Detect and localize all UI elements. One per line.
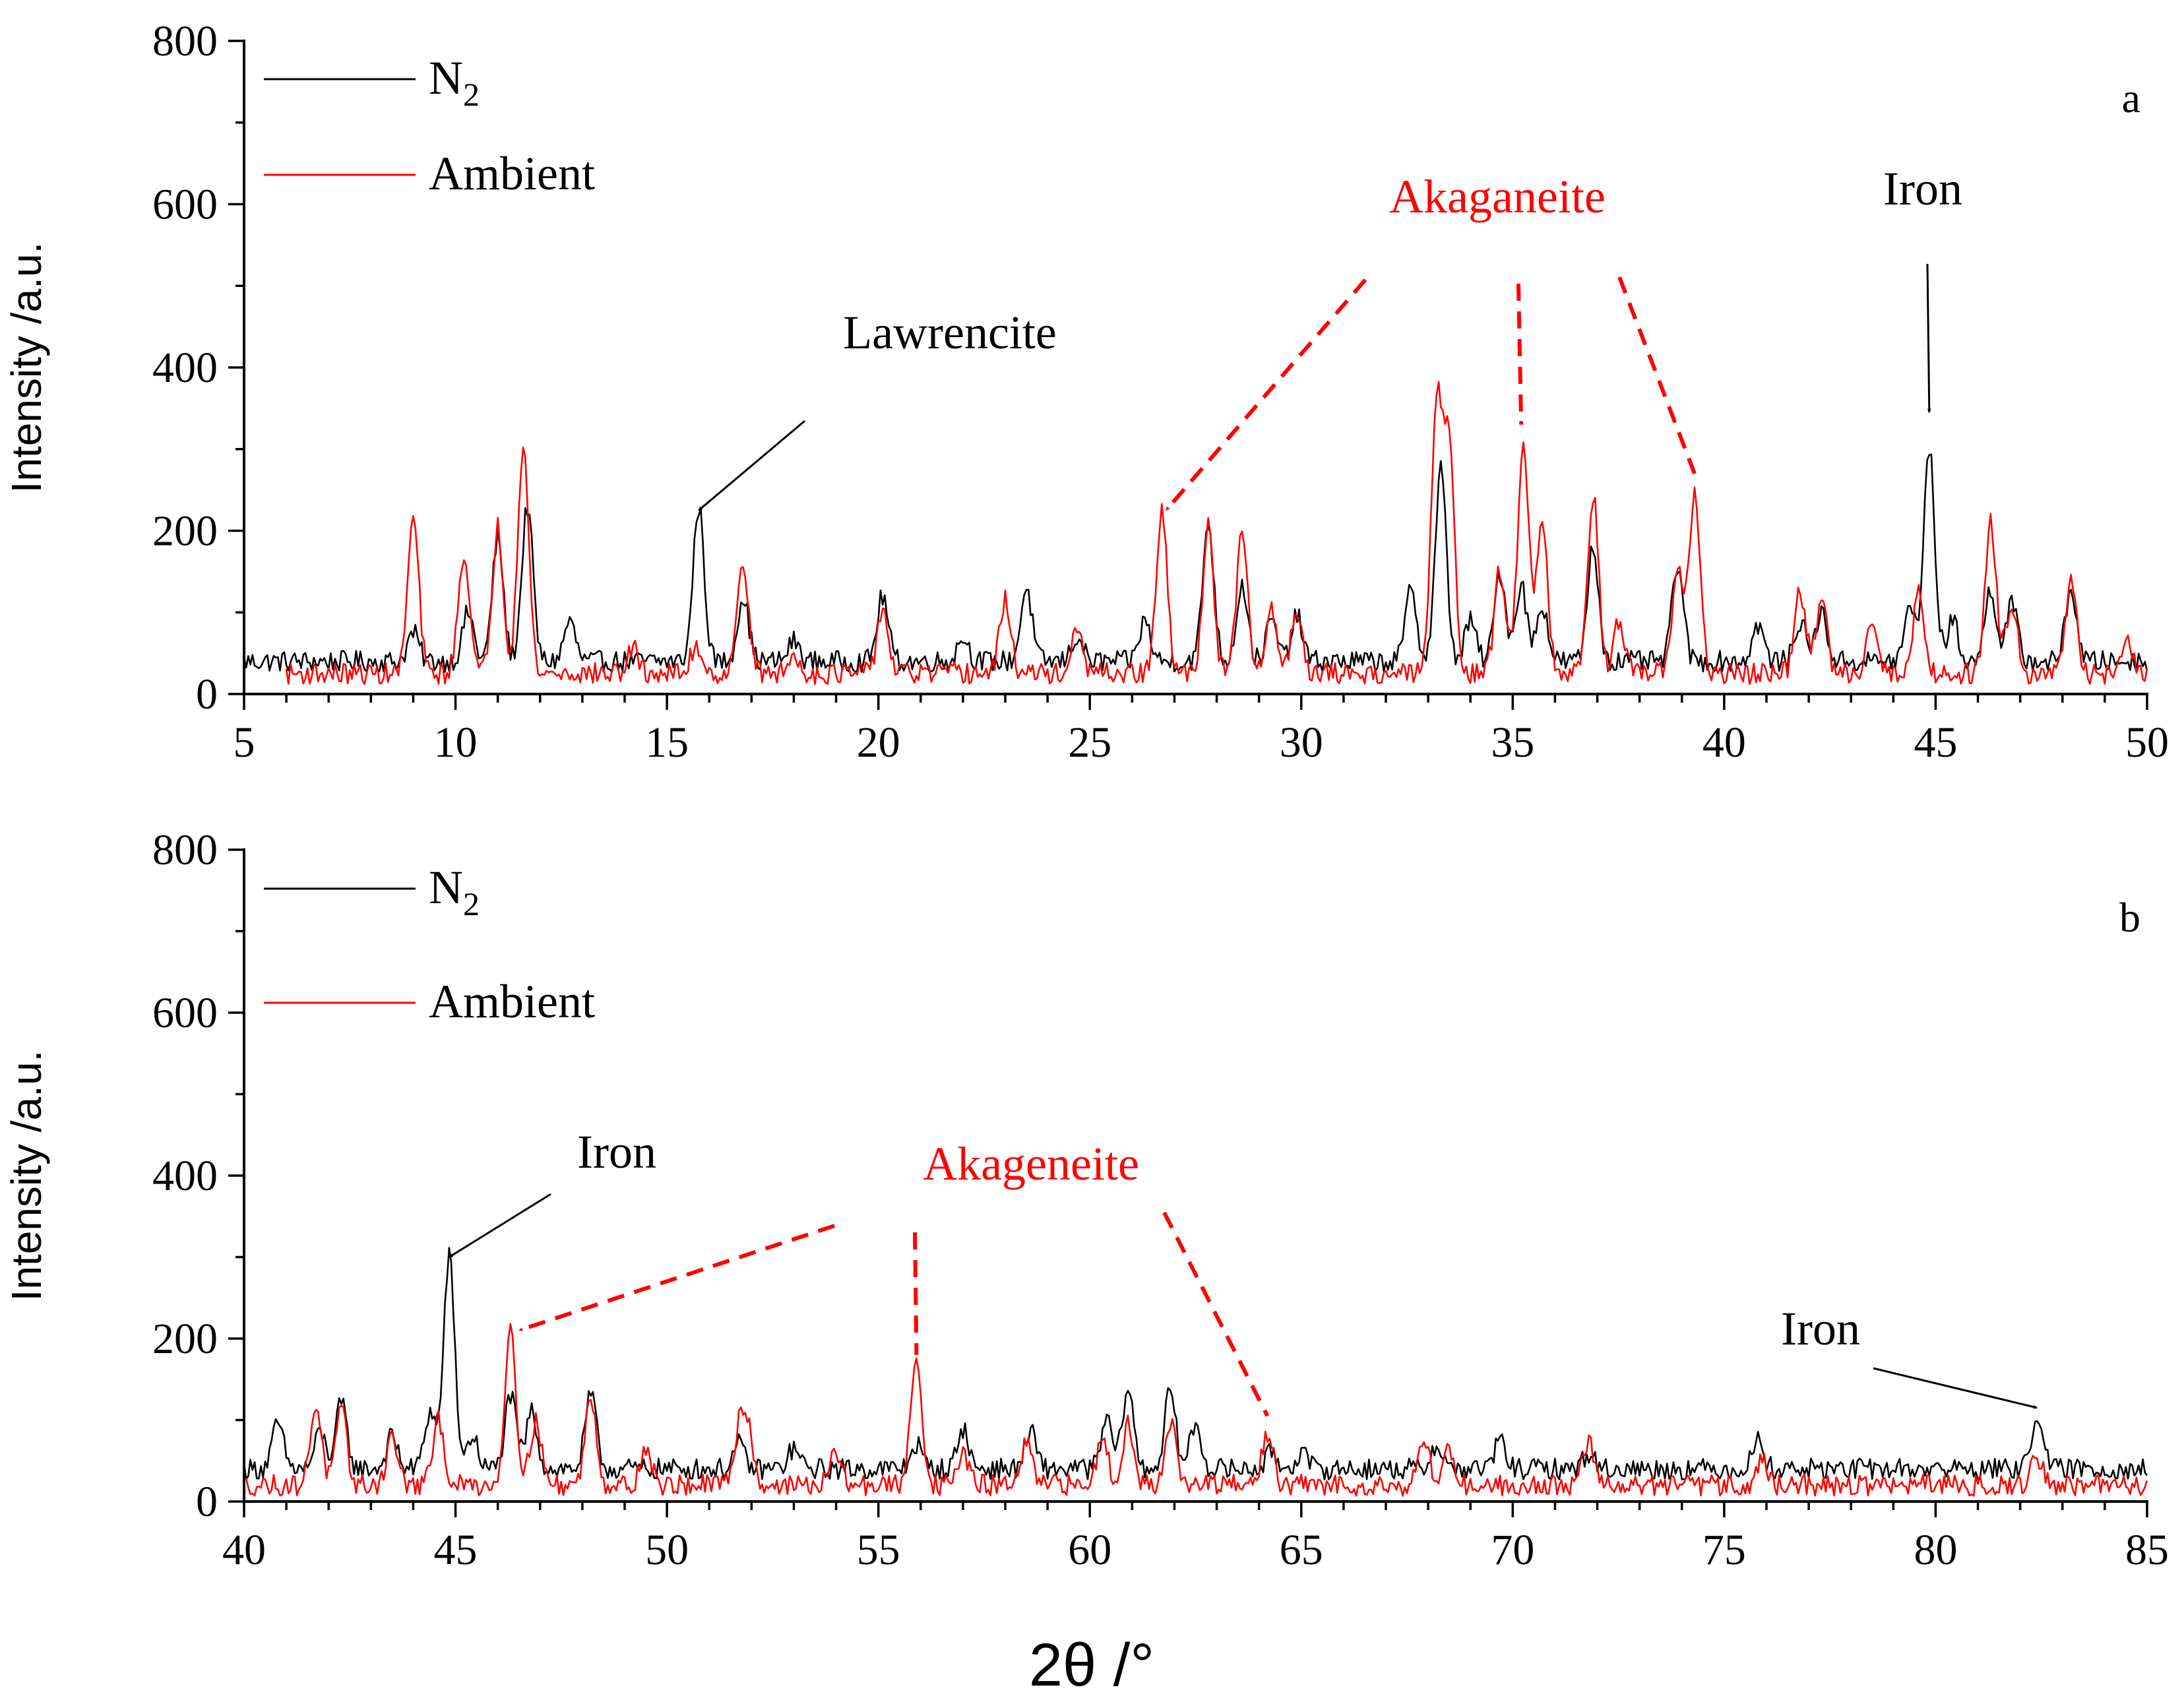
y-tick-label: 0 — [196, 670, 218, 718]
y-tick-label: 200 — [152, 1315, 218, 1363]
annotation-arrow — [518, 1224, 835, 1333]
legend-label: N2 — [429, 51, 480, 113]
x-tick-label: 25 — [1068, 718, 1111, 767]
x-tick-label: 60 — [1068, 1526, 1111, 1574]
panels-container: 5 10 15 20 25 30 35 40 45 500200400600800Intensit… — [3, 17, 2169, 1574]
x-tick-label: 50 — [2125, 718, 2169, 767]
y-tick-label: 400 — [152, 1152, 218, 1200]
annotation-label: Akageneite — [923, 1137, 1139, 1190]
annotation-arrow — [1926, 263, 1931, 413]
annotation-label: Iron — [577, 1125, 656, 1178]
annotation-arrow — [449, 1193, 551, 1258]
chart-panel-a: 5 10 15 20 25 30 35 40 45 50 0 200 400 600 800 Intensit… — [3, 17, 2169, 767]
annotation-label: Iron — [1883, 162, 1962, 215]
x-tick-label: 75 — [1702, 1526, 1746, 1574]
y-tick-label: 800 — [152, 17, 218, 65]
series-line-ambient — [285, 381, 2148, 685]
y-tick-label: 800 — [152, 826, 218, 874]
y-tick-label: 200 — [152, 507, 218, 555]
legend-subscript: 2 — [463, 76, 480, 113]
y-tick-label: 600 — [152, 181, 218, 229]
x-tick-label: 85 — [2125, 1526, 2169, 1574]
chart-panel-b: 40 45 50 55 60 65 70 75 80 85 0 200 400 600 800 Intensi… — [3, 826, 2169, 1574]
x-tick-label: 45 — [434, 1526, 478, 1574]
x-tick-label: 70 — [1491, 1526, 1534, 1574]
x-tick-label: 35 — [1491, 718, 1534, 767]
annotation-arrow — [1162, 1211, 1270, 1417]
x-tick-label: 40 — [1702, 718, 1746, 767]
x-tick-label: 50 — [645, 1526, 689, 1574]
annotation-arrow — [698, 420, 805, 511]
x-tick-label: 10 — [434, 718, 478, 767]
annotation-arrow — [1516, 283, 1524, 426]
panel-letter: a — [2122, 75, 2140, 121]
legend-subscript: 2 — [463, 885, 480, 922]
x-tick-label: 40 — [222, 1526, 266, 1574]
y-tick-label: 0 — [196, 1478, 218, 1526]
series-line-ambient — [243, 1323, 2148, 1497]
x-axis-title: 2θ /° — [1029, 1631, 1154, 1699]
y-tick-label: 400 — [152, 344, 218, 392]
annotation-label: Iron — [1781, 1302, 1860, 1355]
y-axis-title: Intensity /a.u. — [3, 1050, 50, 1302]
panel-letter: b — [2119, 894, 2140, 941]
x-tick-label: 15 — [645, 718, 689, 767]
legend-label: Ambient — [429, 975, 595, 1028]
legend-label: N2 — [429, 861, 480, 922]
annotation-arrow — [1873, 1367, 2038, 1409]
annotation-arrow — [913, 1232, 919, 1356]
x-tick-label: 5 — [234, 718, 255, 767]
y-tick-label: 600 — [152, 989, 218, 1037]
annotation-label: Lawrencite — [843, 306, 1057, 359]
annotation-arrow — [1164, 278, 1367, 512]
legend-label: Ambient — [429, 147, 595, 200]
annotation-label: Akaganeite — [1389, 170, 1606, 223]
x-tick-label: 80 — [1914, 1526, 1957, 1574]
annotation-arrow — [1617, 276, 1697, 474]
x-tick-label: 55 — [857, 1526, 900, 1574]
x-tick-label: 20 — [857, 718, 900, 767]
x-tick-label: 30 — [1280, 718, 1323, 767]
x-tick-label: 65 — [1280, 1526, 1323, 1574]
series-line-n2 — [243, 1247, 2148, 1480]
y-axis-title: Intensity /a.u. — [3, 242, 50, 493]
x-tick-label: 45 — [1914, 718, 1957, 767]
